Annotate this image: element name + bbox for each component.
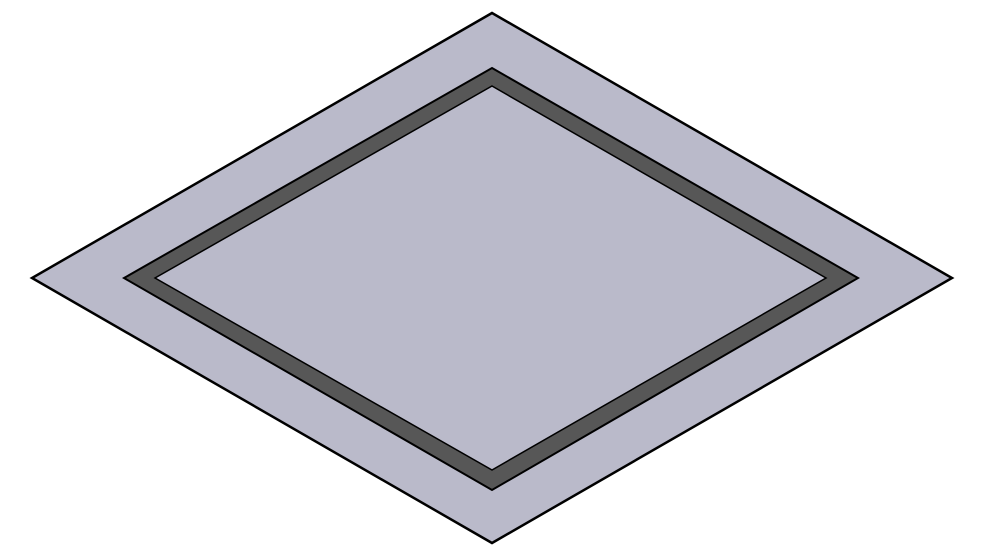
plate-inner-face xyxy=(153,85,828,471)
